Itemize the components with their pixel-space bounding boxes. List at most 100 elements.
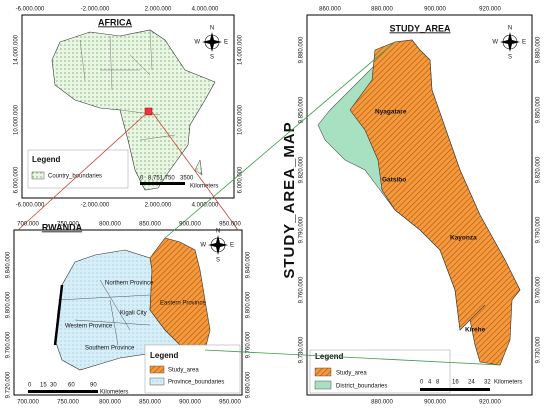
scale-label: 16 (452, 380, 459, 386)
north-arrow: N S E W (194, 26, 228, 61)
scale-label: 32 (484, 380, 491, 386)
province-label: Kigali City (120, 311, 147, 317)
district-label: Kayonza (450, 235, 477, 242)
compass-n: N (210, 26, 214, 32)
north-arrow: N S E W (492, 26, 526, 61)
top-coordinate: 860.000 (319, 7, 341, 13)
bottom-coordinate: 800.000 (99, 400, 121, 406)
bottom-coordinate: -2.000.000 (81, 203, 110, 209)
bottom-coordinate: 4.000.000 (192, 203, 219, 209)
left-coordinate: 9.760.000 (6, 331, 12, 358)
top-coordinate: -6.000.000 (16, 7, 45, 13)
scale-label: 4 (428, 380, 432, 386)
bottom-coordinate: 880.000 (371, 400, 393, 406)
scale-label: 0 (420, 380, 424, 386)
right-coordinate: 9.840.000 (246, 251, 252, 278)
compass-w: W (200, 243, 206, 249)
legend-item: Study_area (336, 371, 367, 377)
compass-s: S (210, 55, 214, 61)
right-coordinate: 10.000.000 (238, 104, 244, 135)
top-coordinate: 900.000 (424, 7, 446, 13)
left-coordinate: 9.730.000 (299, 336, 305, 363)
left-coordinate: 9.800.000 (6, 291, 12, 318)
compass-e: E (224, 40, 228, 46)
legend-title: Legend (150, 351, 179, 360)
scale-label: 30 (50, 383, 57, 389)
right-coordinate: 6.000.000 (238, 166, 244, 193)
bottom-coordinate: 920.000 (479, 400, 501, 406)
scale-label: 24 (468, 380, 475, 386)
rwanda-locator (144, 107, 153, 116)
province-label: Northern Province (105, 281, 154, 287)
top-coordinate: -2.000.000 (81, 7, 110, 13)
study-area-shape (349, 39, 521, 366)
province-label: Eastern Province (160, 301, 206, 307)
province-label: Western Province (65, 324, 113, 330)
right-coordinate: 9.800.000 (246, 291, 252, 318)
bottom-coordinate: 700.000 (17, 400, 39, 406)
scale-unit: Kilometers (100, 390, 128, 396)
top-coordinate: 950.000 (219, 222, 241, 228)
top-coordinate: 2.000.000 (145, 7, 172, 13)
compass-star (202, 32, 222, 52)
scale-unit: Kilometers (494, 380, 522, 386)
bottom-coordinate: 2.000.000 (145, 203, 172, 209)
left-coordinate: 9.880.000 (299, 36, 305, 63)
right-coordinate: 9.850.000 (536, 96, 542, 123)
compass-w: W (194, 40, 200, 46)
right-coordinate: 9.880.000 (536, 36, 542, 63)
north-arrow: N S E W (200, 229, 234, 264)
right-coordinate: 9.820.000 (536, 156, 542, 183)
top-coordinate: 850.000 (139, 222, 161, 228)
bottom-coordinate: -6.000.000 (16, 203, 45, 209)
compass-s: S (216, 258, 220, 264)
map-title: STUDY_AREA_MAP (281, 121, 298, 278)
legend-item: Province_boundaries (168, 380, 224, 386)
left-coordinate: 9.820.000 (299, 156, 305, 183)
scale-label: 0 (28, 383, 32, 389)
axis-labels: 860.000 880.000 900.000 920.000 880.000 900.0… (299, 7, 542, 406)
bottom-coordinate: 900.000 (424, 400, 446, 406)
compass-w: W (492, 40, 498, 46)
left-coordinate: 14.000.000 (14, 34, 20, 65)
left-coordinate: 6.000.000 (14, 166, 20, 193)
bottom-coordinate: 850.000 (139, 400, 161, 406)
study-area-panel: STUDY_AREA Nyagatare Gatsibo Kayonza Kir… (306, 14, 533, 396)
top-coordinate: 920.000 (479, 7, 501, 13)
compass-star (500, 32, 520, 52)
compass-e: E (230, 243, 234, 249)
compass-e: E (522, 40, 526, 46)
right-coordinate: 9.790.000 (536, 216, 542, 243)
bottom-coordinate: 950.000 (219, 400, 241, 406)
scale-label: 90 (90, 383, 97, 389)
compass-star (208, 235, 228, 255)
compass-n: N (216, 229, 220, 235)
top-coordinate: 700.000 (17, 222, 39, 228)
rwanda-panel: RWANDA Northern Province Eastern Provinc… (13, 222, 243, 396)
scale-label: 3500 (180, 176, 194, 182)
left-coordinate: 9.790.000 (299, 216, 305, 243)
right-coordinate: 14.000.000 (238, 34, 244, 65)
right-coordinate: 9.680.000 (246, 371, 252, 398)
panel-title: RWANDA (42, 222, 83, 232)
axis-labels: -6.000.000 -2.000.000 2.000.000 4.000.000 -6… (14, 7, 244, 209)
scale-label: 0 (140, 176, 144, 182)
left-coordinate: 9.850.000 (299, 96, 305, 123)
top-coordinate: 750.000 (57, 222, 79, 228)
district-label: Nyagatare (375, 109, 407, 116)
top-coordinate: 900.000 (179, 222, 201, 228)
compass-n: N (508, 26, 512, 32)
left-coordinate: 10.000.000 (14, 104, 20, 135)
africa-shape (51, 29, 216, 191)
legend-title: Legend (32, 155, 61, 164)
legend-item: Country_boundaries (48, 174, 102, 180)
rwanda-study-area (149, 237, 211, 351)
right-coordinate: 9.760.000 (246, 331, 252, 358)
legend-item: Study_area (168, 368, 199, 374)
axis-labels: 700.000 750.000 800.000 850.000 900.000 950.0… (6, 222, 252, 406)
connectors (17, 41, 501, 366)
top-coordinate: 4.000.000 (192, 7, 219, 13)
scale-label: 60 (68, 383, 75, 389)
